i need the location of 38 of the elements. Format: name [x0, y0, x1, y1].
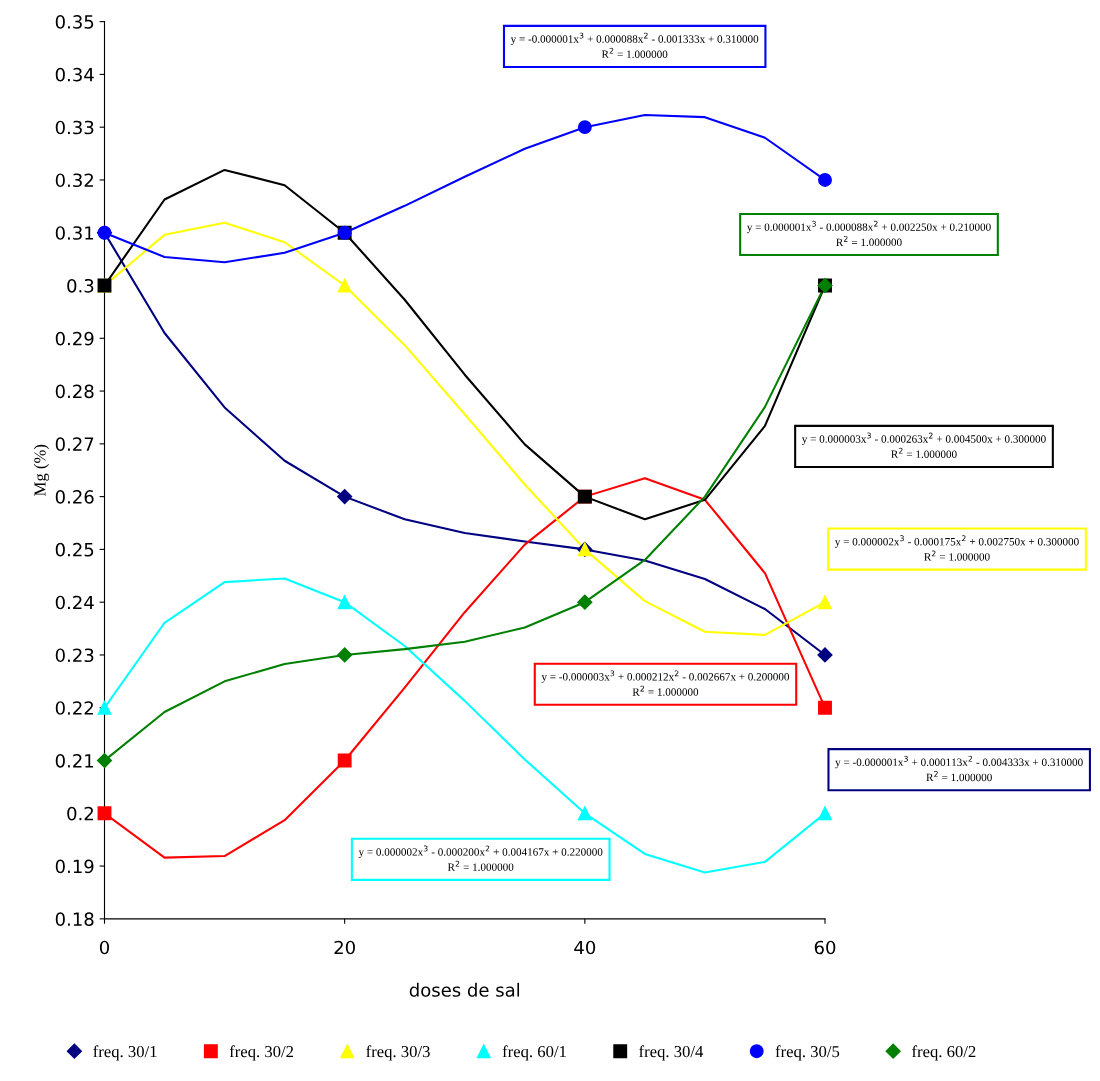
y-tick-label: 0.28	[55, 384, 94, 399]
text: y = -0.000001x$^{3}$ + 0.000113x$^{2}$ - 0.004333x + 0.310000 R$^{2}$ = 1.000000	[835, 755, 1083, 782]
x-tick-label: 20	[334, 940, 355, 955]
legend-label: freq. 30/2	[229, 1045, 294, 1061]
y-tick-label: 0.26	[55, 490, 94, 504]
y-tick-label: 0.21	[55, 753, 94, 768]
y-tick-label: 0.29	[55, 331, 94, 346]
x-tick-label: 60	[814, 940, 836, 955]
y-tick-label: 0.32	[55, 173, 93, 188]
text: y = -0.000003x$^{3}$ + 0.000212x$^{2}$ - 0.002667x + 0.200000 R$^{2}$ = 1.000000	[541, 670, 790, 696]
legend-label: freq. 30/4	[639, 1045, 704, 1061]
y-tick-label: 0.18	[55, 912, 94, 926]
text: y = 0.000001x$^{3}$ - 0.000088x$^{2}$ + 0.002250x + 0.210000 R$^{2}$ = 1.000000	[746, 220, 991, 247]
legend-label: freq. 30/1	[93, 1045, 157, 1061]
text: y = 0.000002x$^{3}$ - 0.000175x$^{2}$ + 0.002750x + 0.300000 R$^{2}$ = 1.000000	[834, 535, 1079, 561]
x-tick-label: 40	[574, 940, 596, 955]
legend-label: freq. 60/2	[912, 1045, 976, 1061]
y-tick-label: 0.33	[55, 120, 94, 135]
x-tick-label: 0	[99, 940, 110, 955]
text: y = 0.000003x$^{3}$ - 0.000263x$^{2}$ + 0.004500x + 0.300000 R$^{2}$ = 1.000000	[801, 432, 1046, 458]
y-tick-label: 0.27	[55, 437, 94, 451]
y-tick-label: 0.22	[55, 701, 93, 715]
legend-label: freq. 30/5	[775, 1045, 840, 1061]
y-tick-label: 0.19	[55, 859, 94, 874]
y-tick-label: 0.24	[55, 595, 94, 610]
legend-label: freq. 30/3	[366, 1045, 430, 1061]
y-axis-title: Mg (%)	[33, 444, 50, 496]
legend-label: freq. 60/1	[502, 1045, 566, 1061]
y-tick-label: 0.25	[55, 542, 94, 557]
y-tick-label: 0.3	[67, 278, 94, 293]
text: y = -0.000001x$^{3}$ + 0.000088x$^{2}$ - 0.001333x + 0.310000 R$^{2}$ = 1.000000	[510, 32, 759, 59]
y-tick-label: 0.23	[55, 648, 94, 663]
y-tick-label: 0.2	[67, 806, 93, 821]
y-tick-label: 0.31	[55, 226, 94, 240]
y-tick-label: 0.35	[55, 15, 94, 29]
x-axis-title: doses de sal	[409, 982, 520, 997]
y-tick-label: 0.34	[55, 67, 94, 82]
text: y = 0.000002x$^{3}$ - 0.000200x$^{2}$ + 0.004167x + 0.220000 R$^{2}$ = 1.000000	[358, 845, 603, 871]
